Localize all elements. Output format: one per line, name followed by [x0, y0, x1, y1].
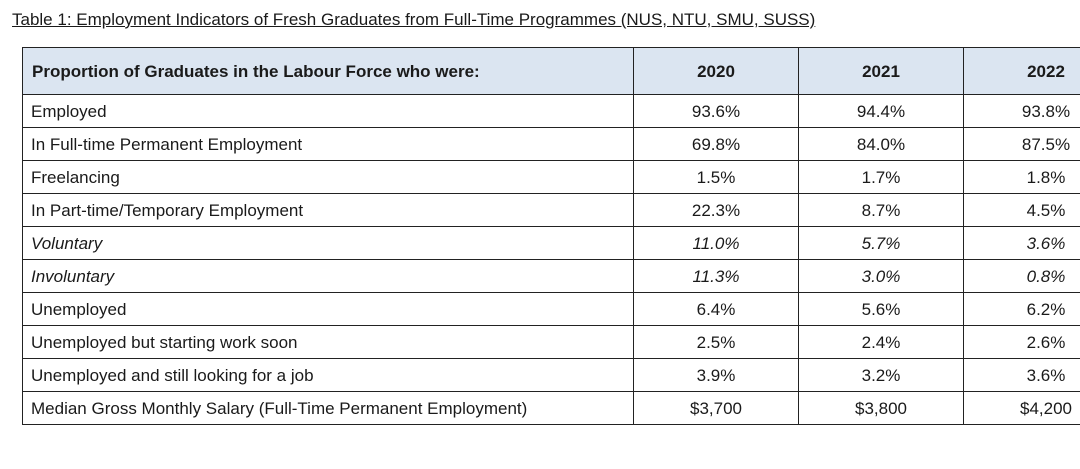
cell-value: 22.3%	[633, 193, 799, 228]
cell-value: 87.5%	[963, 127, 1080, 162]
cell-value: 1.8%	[963, 160, 1080, 195]
table-row: Employed 93.6% 94.4% 93.8%	[22, 94, 1080, 129]
cell-value: 2.5%	[633, 325, 799, 360]
table-row: In Full-time Permanent Employment 69.8% …	[22, 127, 1080, 162]
cell-value: 1.5%	[633, 160, 799, 195]
row-label: Unemployed and still looking for a job	[22, 358, 634, 393]
cell-value: 3.9%	[633, 358, 799, 393]
header-year-2020: 2020	[633, 47, 799, 96]
header-year-2022: 2022	[963, 47, 1080, 96]
cell-value: 3.6%	[963, 358, 1080, 393]
cell-value: 93.8%	[963, 94, 1080, 129]
cell-value: 93.6%	[633, 94, 799, 129]
cell-value: 5.7%	[798, 226, 964, 261]
cell-value: 2.6%	[963, 325, 1080, 360]
cell-value: $3,700	[633, 391, 799, 426]
cell-value: 1.7%	[798, 160, 964, 195]
row-label: Freelancing	[22, 160, 634, 195]
cell-value: 94.4%	[798, 94, 964, 129]
cell-value: $4,200	[963, 391, 1080, 426]
row-label: Voluntary	[22, 226, 634, 261]
table-title: Table 1: Employment Indicators of Fresh …	[12, 10, 816, 29]
table-row: Unemployed but starting work soon 2.5% 2…	[22, 325, 1080, 360]
header-label: Proportion of Graduates in the Labour Fo…	[22, 47, 634, 96]
header-year-2021: 2021	[798, 47, 964, 96]
table-row: Involuntary 11.3% 3.0% 0.8%	[22, 259, 1080, 294]
table-row: In Part-time/Temporary Employment 22.3% …	[22, 193, 1080, 228]
table-row: Unemployed and still looking for a job 3…	[22, 358, 1080, 393]
header-row: Proportion of Graduates in the Labour Fo…	[22, 47, 1080, 96]
document-page: Table 1: Employment Indicators of Fresh …	[12, 10, 1080, 426]
cell-value: $3,800	[798, 391, 964, 426]
cell-value: 4.5%	[963, 193, 1080, 228]
cell-value: 6.2%	[963, 292, 1080, 327]
cell-value: 3.2%	[798, 358, 964, 393]
cell-value: 3.6%	[963, 226, 1080, 261]
cell-value: 11.3%	[633, 259, 799, 294]
cell-value: 69.8%	[633, 127, 799, 162]
row-label: Unemployed	[22, 292, 634, 327]
cell-value: 2.4%	[798, 325, 964, 360]
table-row: Freelancing 1.5% 1.7% 1.8%	[22, 160, 1080, 195]
row-label: Median Gross Monthly Salary (Full-Time P…	[22, 391, 634, 426]
row-label: Involuntary	[22, 259, 634, 294]
table-row: Unemployed 6.4% 5.6% 6.2%	[22, 292, 1080, 327]
cell-value: 5.6%	[798, 292, 964, 327]
row-label: Unemployed but starting work soon	[22, 325, 634, 360]
row-label: In Full-time Permanent Employment	[22, 127, 634, 162]
cell-value: 0.8%	[963, 259, 1080, 294]
employment-indicators-table: Proportion of Graduates in the Labour Fo…	[22, 47, 1080, 426]
cell-value: 84.0%	[798, 127, 964, 162]
table-row: Median Gross Monthly Salary (Full-Time P…	[22, 391, 1080, 426]
cell-value: 3.0%	[798, 259, 964, 294]
cell-value: 8.7%	[798, 193, 964, 228]
cell-value: 6.4%	[633, 292, 799, 327]
table-row: Voluntary 11.0% 5.7% 3.6%	[22, 226, 1080, 261]
row-label: In Part-time/Temporary Employment	[22, 193, 634, 228]
cell-value: 11.0%	[633, 226, 799, 261]
row-label: Employed	[22, 94, 634, 129]
